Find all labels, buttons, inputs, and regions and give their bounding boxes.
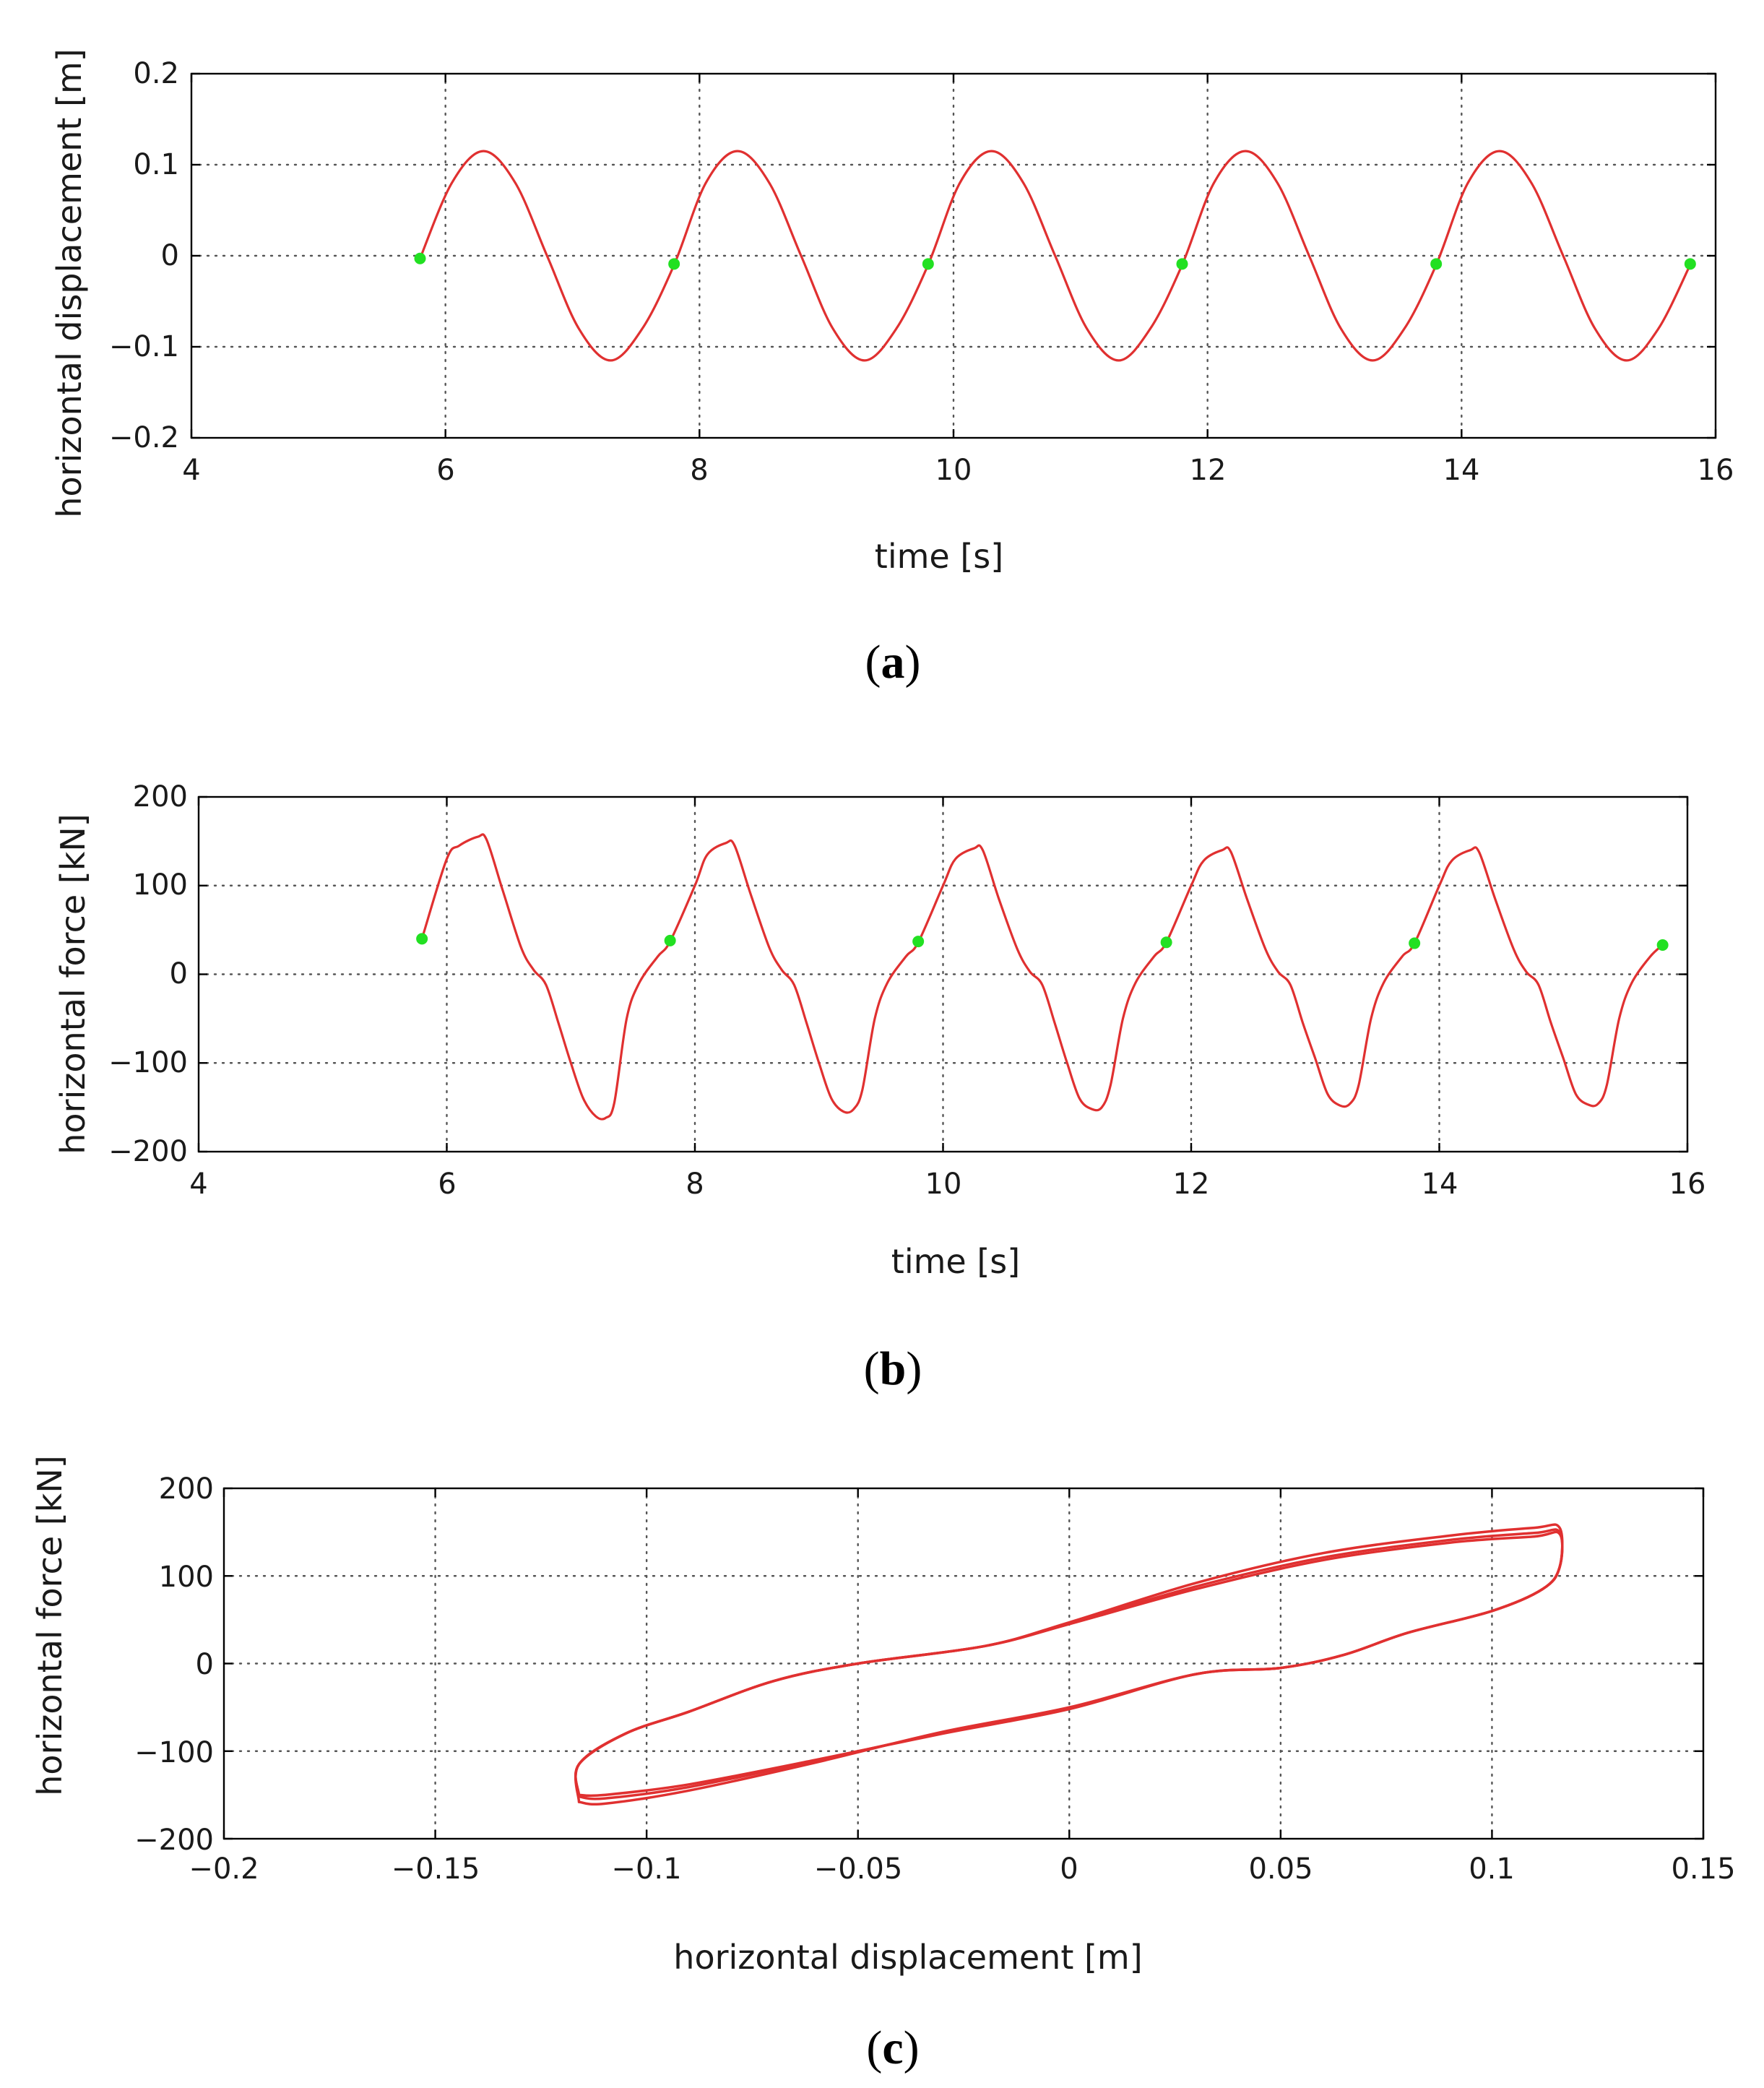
caption-close: ) [906, 1342, 922, 1395]
series-line [420, 833, 1664, 1121]
series-line [418, 150, 1692, 362]
xtick-labels-c: −0.2 −0.15 −0.1 −0.05 0 0.05 0.1 0.15 [189, 1852, 1735, 1886]
data-point-marker [668, 258, 680, 270]
caption-c: (c) [866, 2022, 919, 2074]
data-point-marker [1430, 258, 1443, 270]
xtick-labels-b: 4 6 8 10 12 14 16 [189, 1168, 1705, 1201]
ytick-label: 0 [161, 239, 179, 272]
ticks-a [190, 72, 1717, 439]
caption-open: ( [865, 636, 881, 689]
xtick-label: 8 [690, 454, 708, 487]
xtick-label: 0 [1060, 1852, 1078, 1886]
x-axis-label-c: horizontal displacement [m] [673, 1938, 1142, 1977]
x-axis-label-a: time [s] [875, 537, 1003, 576]
xtick-label: 0.15 [1671, 1852, 1735, 1886]
ytick-label: 100 [133, 868, 188, 902]
xtick-label: 4 [182, 454, 200, 487]
xtick-label: 0.05 [1248, 1852, 1313, 1886]
grid-a [190, 72, 1717, 439]
markers-b [416, 933, 1669, 951]
ytick-labels-c: −200 −100 0 100 200 [134, 1472, 214, 1857]
ytick-labels-a: −0.2 −0.1 0 0.1 0.2 [109, 57, 179, 454]
grid-b [197, 795, 1689, 1153]
ytick-label: −0.2 [109, 421, 179, 454]
xtick-label: −0.15 [392, 1852, 480, 1886]
xtick-label: 16 [1698, 454, 1734, 487]
data-point-marker [1160, 936, 1172, 949]
caption-b: (b) [864, 1342, 922, 1395]
ytick-label: −200 [134, 1824, 214, 1857]
xtick-label: −0.2 [189, 1852, 259, 1886]
xtick-label: 12 [1173, 1168, 1210, 1201]
series-b [420, 833, 1664, 1121]
xtick-label: 4 [189, 1168, 207, 1201]
markers-a [414, 252, 1696, 270]
data-point-marker [1409, 937, 1421, 949]
xtick-label: 6 [438, 1168, 456, 1201]
data-point-marker [416, 933, 428, 945]
caption-letter: c [882, 2022, 903, 2074]
xtick-label: 10 [925, 1168, 962, 1201]
xtick-label: −0.05 [814, 1852, 903, 1886]
panel-a: 4 6 8 10 12 14 16 −0.2 −0.1 0 0.1 0.2 ti… [50, 48, 1734, 689]
xtick-label: 12 [1190, 454, 1227, 487]
ytick-label: −200 [108, 1135, 188, 1168]
ytick-label: 0.2 [133, 57, 179, 90]
data-point-marker [1176, 258, 1188, 270]
data-point-marker [922, 258, 934, 270]
caption-open: ( [866, 2022, 882, 2074]
ytick-label: 100 [159, 1561, 214, 1594]
ytick-labels-b: −200 −100 0 100 200 [108, 780, 188, 1168]
caption-close: ) [905, 636, 921, 689]
ticks-c [222, 1487, 1705, 1840]
ytick-label: 0 [170, 957, 188, 991]
xtick-label: 14 [1443, 454, 1480, 487]
data-point-marker [1656, 939, 1669, 951]
y-axis-label-a: horizontal displacement [m] [50, 48, 89, 517]
ytick-label: −0.1 [109, 330, 179, 363]
xtick-label: 8 [686, 1168, 704, 1201]
ytick-label: 0.1 [133, 148, 179, 181]
ytick-label: −100 [134, 1736, 214, 1769]
xtick-label: 6 [436, 454, 454, 487]
data-point-marker [414, 252, 426, 264]
y-axis-label-b: horizontal force [kN] [53, 814, 92, 1154]
ytick-label: −100 [108, 1046, 188, 1079]
xtick-label: 14 [1422, 1168, 1458, 1201]
ytick-label: 200 [133, 780, 188, 814]
ticks-b [197, 795, 1689, 1153]
caption-letter: b [880, 1342, 907, 1395]
caption-letter: a [881, 636, 905, 689]
panel-c: −0.2 −0.15 −0.1 −0.05 0 0.05 0.1 0.15 −2… [30, 1455, 1736, 2074]
xtick-labels-a: 4 6 8 10 12 14 16 [182, 454, 1734, 487]
xtick-label: −0.1 [611, 1852, 681, 1886]
data-point-marker [1684, 258, 1696, 270]
data-point-marker [664, 934, 676, 946]
xtick-label: 16 [1669, 1168, 1706, 1201]
xtick-label: 0.1 [1469, 1852, 1515, 1886]
panel-b: 4 6 8 10 12 14 16 −200 −100 0 100 200 ti… [53, 780, 1705, 1395]
caption-a: (a) [865, 636, 921, 689]
ytick-label: 0 [196, 1648, 214, 1681]
series-a [418, 150, 1692, 362]
caption-close: ) [904, 2022, 920, 2074]
y-axis-label-c: horizontal force [kN] [30, 1455, 69, 1795]
series-line [574, 1528, 1564, 1800]
ytick-label: 200 [159, 1472, 214, 1506]
x-axis-label-b: time [s] [891, 1242, 1020, 1281]
series-c [574, 1523, 1564, 1806]
grid-c [222, 1487, 1705, 1840]
xtick-label: 10 [935, 454, 972, 487]
caption-open: ( [864, 1342, 880, 1395]
data-point-marker [912, 936, 925, 948]
